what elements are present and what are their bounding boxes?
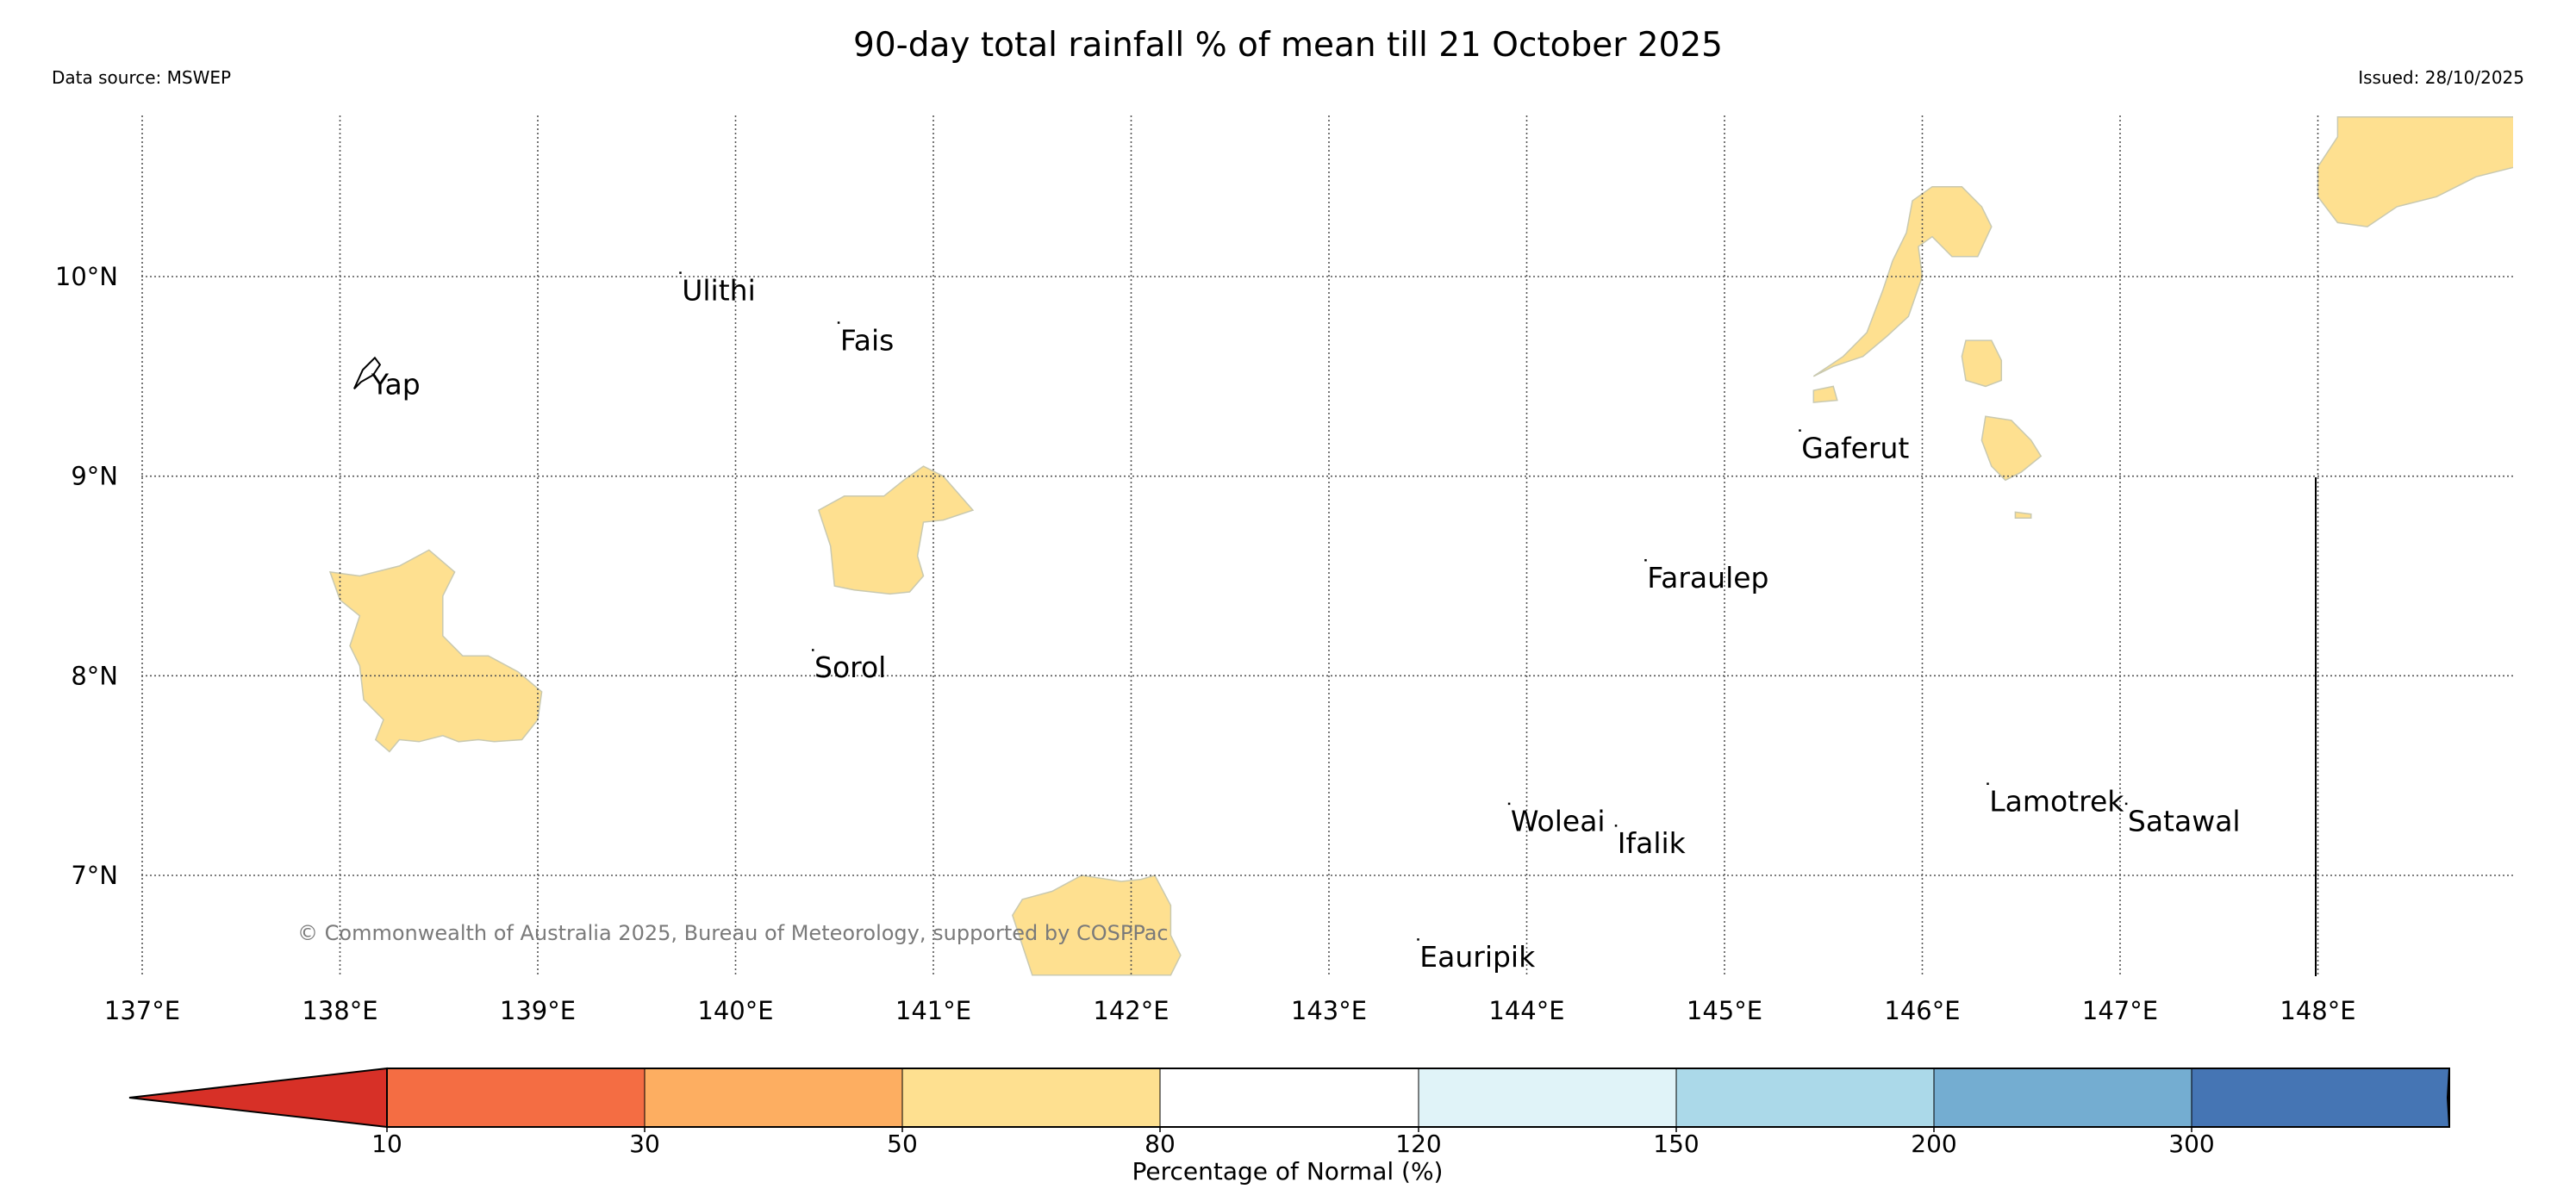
atoll-marker bbox=[679, 271, 682, 274]
place-label: Sorol bbox=[814, 651, 886, 684]
atoll-marker bbox=[1417, 938, 1419, 941]
colorbar-tick-label: 300 bbox=[2168, 1130, 2214, 1158]
anomaly-region-0 bbox=[328, 549, 543, 753]
atoll-marker bbox=[812, 649, 814, 651]
lon-tick-label: 147°E bbox=[2082, 996, 2158, 1025]
copyright-notice: © Commonwealth of Australia 2025, Bureau… bbox=[297, 921, 1169, 945]
colorbar-tick-label: 30 bbox=[629, 1130, 660, 1158]
issued-date-label: Issued: 28/10/2025 bbox=[2358, 67, 2524, 88]
atoll-marker bbox=[1799, 429, 1801, 432]
atoll-marker bbox=[2124, 802, 2128, 806]
anomaly-region-6 bbox=[1980, 415, 2043, 482]
anomaly-region-3 bbox=[1812, 185, 1993, 377]
lon-tick-label: 146°E bbox=[1884, 996, 1960, 1025]
colorbar-segment bbox=[644, 1068, 903, 1128]
graticule bbox=[141, 115, 2513, 976]
atoll-marker bbox=[1507, 802, 1511, 806]
colorbar-extend-low bbox=[128, 1067, 388, 1129]
lon-tick-label: 144°E bbox=[1488, 996, 1564, 1025]
yap-island-outline bbox=[353, 356, 382, 389]
atoll-marker bbox=[837, 321, 840, 324]
anomaly-region-2 bbox=[1011, 875, 1182, 976]
anomaly-region-8 bbox=[2317, 115, 2513, 227]
place-label: Satawal bbox=[2128, 805, 2241, 838]
place-label: Lamotrek bbox=[1989, 784, 2124, 818]
colorbar-segment bbox=[1933, 1068, 2192, 1128]
lat-tick-label: 10°N bbox=[55, 262, 118, 291]
place-label: Eauripik bbox=[1419, 940, 1536, 974]
place-label: Fais bbox=[840, 323, 895, 357]
colorbar-segment bbox=[1418, 1068, 1677, 1128]
lon-tick-label: 142°E bbox=[1093, 996, 1169, 1025]
lon-tick-label: 145°E bbox=[1687, 996, 1762, 1025]
colorbar-tick-label: 120 bbox=[1395, 1130, 1441, 1158]
colorbar-tick-label: 50 bbox=[887, 1130, 918, 1158]
place-label: Ulithi bbox=[682, 273, 756, 307]
lon-tick-label: 141°E bbox=[895, 996, 971, 1025]
lon-tick-label: 148°E bbox=[2280, 996, 2355, 1025]
place-label: Faraulep bbox=[1647, 561, 1768, 594]
lat-tick-label: 8°N bbox=[71, 661, 118, 690]
colorbar-segment bbox=[901, 1068, 1161, 1128]
anomaly-region-5 bbox=[1961, 339, 2003, 388]
colorbar-segment bbox=[2191, 1068, 2450, 1128]
place-label: Yap bbox=[371, 367, 421, 401]
atoll-marker bbox=[1987, 782, 1989, 785]
anomaly-region-7 bbox=[2014, 511, 2032, 520]
colorbar-tick-label: 200 bbox=[1911, 1130, 1956, 1158]
lat-tick-label: 7°N bbox=[71, 861, 118, 890]
colorbar: 10 30 50 80 120 150 200 300 bbox=[128, 1067, 2450, 1158]
atoll-marker bbox=[1644, 558, 1647, 562]
colorbar-segment bbox=[386, 1068, 646, 1128]
place-label: Woleai bbox=[1511, 805, 1606, 838]
colorbar-title: Percentage of Normal (%) bbox=[1132, 1157, 1444, 1186]
anomaly-region-4 bbox=[1812, 385, 1838, 403]
lon-tick-label: 138°E bbox=[302, 996, 377, 1025]
place-markers: Yap Ulithi Fais Sorol Gaferut Faraulep Woleai I… bbox=[353, 271, 2241, 974]
colorbar-segment bbox=[1159, 1068, 1419, 1128]
colorbar-tick-label: 10 bbox=[371, 1130, 402, 1158]
place-label: Ifalik bbox=[1618, 826, 1687, 860]
data-source-label: Data source: MSWEP bbox=[52, 67, 232, 88]
place-label: Gaferut bbox=[1801, 431, 1909, 464]
colorbar-tick-label: 150 bbox=[1653, 1130, 1699, 1158]
map-title: 90-day total rainfall % of mean till 21 … bbox=[853, 26, 1723, 65]
lon-tick-label: 140°E bbox=[697, 996, 773, 1025]
anomaly-region-1 bbox=[817, 465, 975, 595]
anomaly-regions bbox=[328, 115, 2513, 976]
colorbar-tick-label: 80 bbox=[1145, 1130, 1176, 1158]
axis-labels: 137°E 138°E 139°E 140°E 141°E 142°E 143°E 144°E… bbox=[55, 262, 2356, 1025]
atoll-marker bbox=[1614, 825, 1618, 827]
colorbar-segment bbox=[1675, 1068, 1935, 1128]
lat-tick-label: 9°N bbox=[71, 462, 118, 491]
lon-tick-label: 137°E bbox=[104, 996, 180, 1025]
lon-tick-label: 139°E bbox=[500, 996, 576, 1025]
lon-tick-label: 143°E bbox=[1291, 996, 1367, 1025]
